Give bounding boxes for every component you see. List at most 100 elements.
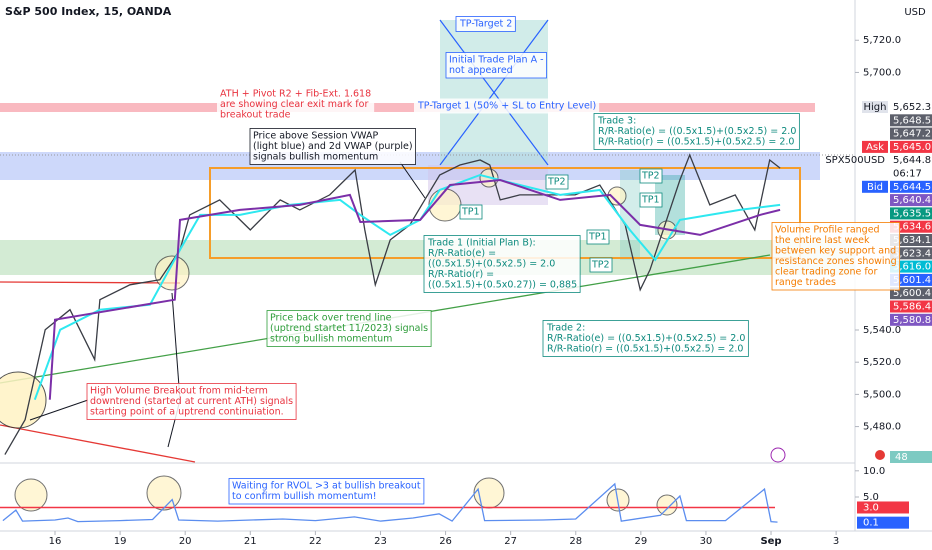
last-badge xyxy=(857,516,909,529)
annotation: Trade 2:R/R-Ratio(e) = ((0.5x1.5)+(0.5x2… xyxy=(542,320,749,357)
threshold-label: 3.0 xyxy=(863,502,879,513)
y-tick-label: 5,500.0 xyxy=(863,389,901,400)
annotation-text: the entire last week xyxy=(775,235,870,246)
annotation: TP-Target 2 xyxy=(455,16,516,32)
y-tick-label: 5,480.0 xyxy=(863,422,901,433)
annotation-text: starting point of a uptrend continuiatio… xyxy=(90,407,284,418)
badge-tag: Bid xyxy=(867,182,883,193)
annotation-text: R/R-Ratio(r) = xyxy=(428,269,494,280)
price-badge: 5,586.4 xyxy=(893,302,931,313)
badge-tag-bg xyxy=(862,140,888,153)
annotation-box xyxy=(266,310,432,347)
price-badge-bg xyxy=(890,167,932,180)
price-badge-bg xyxy=(890,287,932,300)
tp-box xyxy=(639,168,663,184)
annotation-text: breakout trade xyxy=(220,110,291,121)
price-badge: 5,635.5 xyxy=(893,208,931,219)
flag-icon xyxy=(875,450,885,460)
price-badge-bg xyxy=(890,234,932,246)
annotation-text: R/R-Ratio(e) = ((0.5x1.5)+(0.5x2.5) = 2.… xyxy=(547,333,745,344)
tp-label: TP2 xyxy=(547,177,566,188)
annotation-text: not appeared xyxy=(449,65,513,76)
price-badge: 5,601.4 xyxy=(893,275,931,286)
resistance-band xyxy=(0,103,815,112)
price-badge-bg xyxy=(890,247,932,260)
price-badge-bg xyxy=(890,180,932,193)
annotation: Waiting for RVOL >3 at bullish breakoutt… xyxy=(228,478,425,505)
annotation-text: to confirm bullish momentum! xyxy=(232,491,377,502)
annotation-box xyxy=(414,98,600,114)
annotation-text: resistance zones showing xyxy=(775,256,897,267)
annotation-text: between key support and xyxy=(775,246,896,257)
annotation-text: ((0.5x1.5)+(0.5x2.5) = 2.0 xyxy=(428,259,555,270)
price-badge-bg xyxy=(890,273,932,286)
annotation: High Volume Breakout from mid-termdowntr… xyxy=(86,383,297,420)
x-tick-label: 29 xyxy=(634,536,647,547)
x-tick-label: 19 xyxy=(114,536,127,547)
annotation-text: are showing clear exit mark for xyxy=(220,99,368,110)
x-tick-label: 20 xyxy=(179,536,192,547)
price-badge: 5,616.0 xyxy=(893,262,931,273)
annotation-text: Volume Profile ranged xyxy=(775,225,880,236)
annotation-box xyxy=(423,235,581,293)
annotation-box xyxy=(228,478,425,505)
price-badge: 5,634.1 xyxy=(893,235,931,246)
annotation: TP-Target 1 (50% + SL to Entry Level) xyxy=(414,98,600,114)
tp-box xyxy=(459,204,483,220)
x-tick-label: 30 xyxy=(700,536,713,547)
price-badge: 5,623.4 xyxy=(893,248,931,259)
y-tick-label: 5,720.0 xyxy=(863,35,901,46)
series-line xyxy=(48,178,781,400)
x-tick-label: 28 xyxy=(569,536,582,547)
price-badge-bg xyxy=(890,220,932,233)
price-badge: 5,645.0 xyxy=(893,142,931,153)
annotation-text: TP-Target 2 xyxy=(459,19,512,30)
tp-label: TP1 xyxy=(588,232,607,243)
x-tick-label: 22 xyxy=(309,536,322,547)
annotation-text: R/R-Ratio(r) = ((0.5x1.5)+(0.5x2.5) = 2.… xyxy=(547,344,743,355)
y-tick-label: 5.0 xyxy=(863,492,879,503)
annotation-text: R/R-Ratio(e) = xyxy=(428,248,496,259)
y-tick-label: 5,700.0 xyxy=(863,67,901,78)
price-badge-bg xyxy=(890,114,932,127)
price-badge-bg xyxy=(890,313,932,326)
x-tick-label: 26 xyxy=(439,536,452,547)
chart-title: S&P 500 Index, 15, OANDA xyxy=(5,5,172,18)
price-badge-bg xyxy=(890,300,932,313)
price-badge-bg xyxy=(890,140,932,153)
y-tick-label: 5,540.0 xyxy=(863,325,901,336)
annotation-box xyxy=(542,320,749,357)
annotation-text: Waiting for RVOL >3 at bullish breakout xyxy=(232,481,421,492)
x-tick-label: 21 xyxy=(244,536,257,547)
last-label: 0.1 xyxy=(863,518,879,529)
annotation-text: (uptrend startet 11/2023) signals xyxy=(270,323,428,334)
annotation-text: signals bullish momentum xyxy=(253,152,378,163)
annotation-box xyxy=(86,383,297,420)
annotation-text: Initial Trade Plan A - xyxy=(449,55,544,66)
tp-label: TP2 xyxy=(641,171,660,182)
badge-tag-bg xyxy=(862,101,888,113)
annotation-text: range trades xyxy=(775,277,836,288)
x-tick-label: 23 xyxy=(374,536,387,547)
tp-box xyxy=(545,174,569,190)
price-badge: 5,600.4 xyxy=(893,288,931,299)
price-badge: 5,644.5 xyxy=(893,182,931,193)
annotation: Price above Session VWAP(light blue) and… xyxy=(249,128,416,165)
annotation-text: Trade 1 (Initial Plan B): xyxy=(427,238,536,249)
annotation: Initial Trade Plan A -not appeared xyxy=(445,52,547,79)
annotation-text: Price back over trend line xyxy=(270,313,392,324)
price-badge-bg xyxy=(890,207,932,220)
annotation-box xyxy=(593,113,800,150)
annotation-text: Price above Session VWAP xyxy=(253,131,378,142)
tp-label: TP1 xyxy=(461,207,480,218)
event-icon[interactable] xyxy=(770,447,786,463)
symbol-tag: SPX500USD xyxy=(825,155,885,166)
annotation-text: High Volume Breakout from mid-term xyxy=(90,386,268,397)
series-line xyxy=(2,482,778,523)
series-line xyxy=(4,153,781,455)
annotation-text: Trade 2: xyxy=(546,323,585,334)
price-badge-bg xyxy=(890,194,932,207)
x-tick-label: 27 xyxy=(504,536,517,547)
